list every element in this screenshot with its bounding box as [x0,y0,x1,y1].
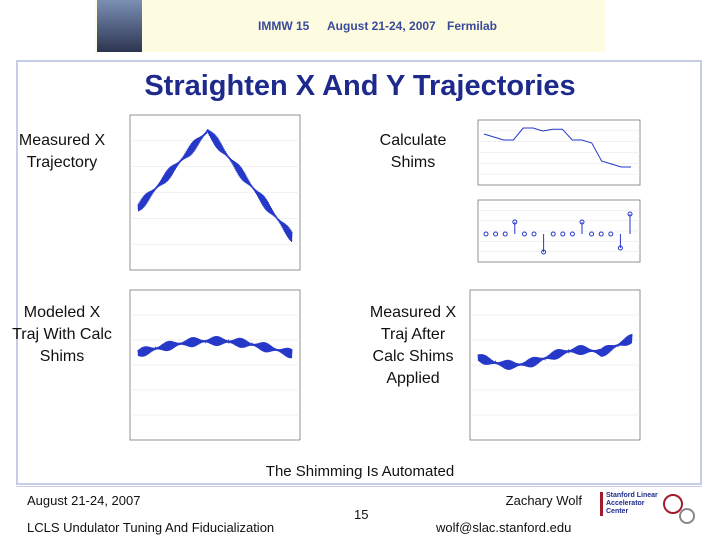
event: IMMW 15 [258,19,310,33]
header-band: IMMW 15 August 21-24, 2007 Fermilab [95,0,605,52]
label: Calculate Shims [379,132,447,171]
trajectory [137,129,293,243]
header-photo [97,0,142,52]
logo-ring [663,494,683,514]
shim-trajectory [483,127,631,168]
shim-marker [512,219,518,225]
shim-marker [502,231,508,237]
shim-marker [483,231,489,237]
label: Modeled X Traj With Calc Shims [12,304,112,365]
shim-marker [569,231,575,237]
shim-marker [493,231,499,237]
trajectory [137,335,293,359]
footer-project: LCLS Undulator Tuning And Fiducializatio… [27,520,275,535]
trajectory [477,333,633,370]
shim-marker [617,245,623,251]
shim-marker [608,231,614,237]
page-number: 15 [354,507,369,522]
slide-title: Straighten X And Y Trajectories [144,70,576,102]
footer-rule [16,486,702,487]
shim-marker [589,231,595,237]
label: Measured X Traj After Calc Shims Applied [369,304,457,387]
shim-marker [521,231,527,237]
shim-marker [541,249,547,255]
shim-marker [550,231,556,237]
footer-author: Zachary Wolf [505,493,582,508]
place: Fermilab [447,19,498,33]
slide-frame [16,60,702,485]
shim-marker [627,211,633,217]
shim-marker [531,231,537,237]
logo-ring [679,508,695,524]
logo-graphic [663,494,695,524]
dates: August 21-24, 2007 [327,19,436,33]
shim-marker [560,231,566,237]
footer-date: August 21-24, 2007 [27,493,141,508]
logo: Stanford Linear Accelerator Center [600,492,666,516]
caption: The Shimming Is Automated [265,463,455,480]
shim-marker [579,219,585,225]
shim-marker [598,231,604,237]
label: Measured X Trajectory [18,132,106,171]
footer-email: wolf@slac.stanford.edu [436,520,572,535]
